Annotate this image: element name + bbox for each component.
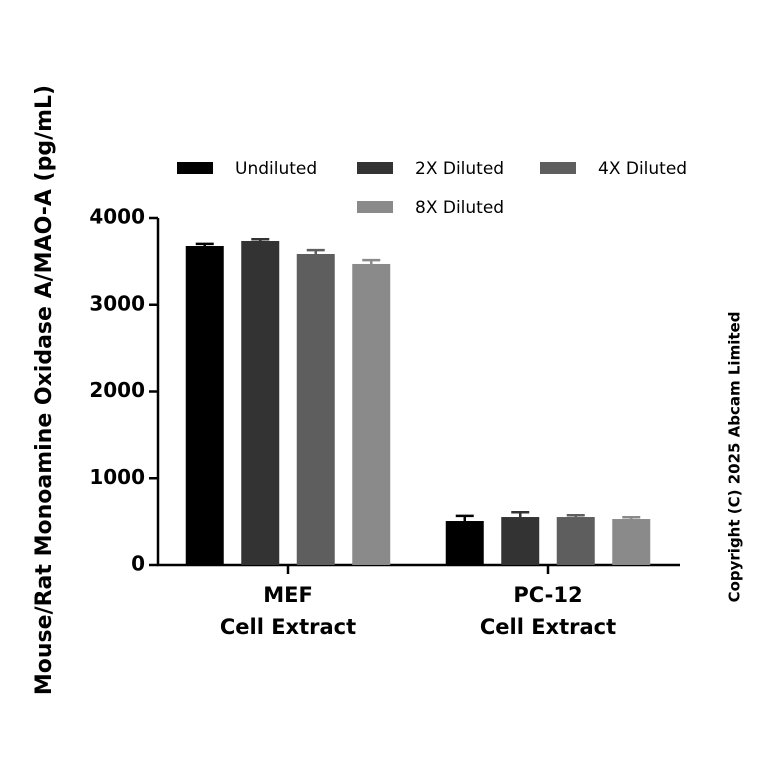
bar [501, 517, 540, 565]
bar [352, 263, 391, 565]
legend-swatch [357, 201, 393, 213]
bar [296, 254, 335, 565]
legend-label: Undiluted [235, 159, 317, 179]
legend-label: 2X Diluted [415, 159, 504, 179]
x-tick-label: Cell Extract [480, 615, 616, 639]
y-tick-label: 2000 [89, 378, 145, 402]
legend-swatch [357, 162, 393, 174]
y-tick-label: 1000 [89, 465, 145, 489]
y-tick-label: 3000 [89, 291, 145, 315]
bar [241, 240, 280, 565]
legend-label: 8X Diluted [415, 198, 504, 218]
legend-label: 4X Diluted [598, 159, 687, 179]
legend-swatch [540, 162, 576, 174]
x-tick-label: MEF [263, 583, 313, 607]
legend-swatch [177, 162, 213, 174]
bar [612, 519, 651, 565]
bar [556, 517, 595, 565]
y-axis-title: Mouse/Rat Monoamine Oxidase A/MAO-A (pg/… [32, 85, 57, 695]
y-tick-label: 0 [131, 552, 145, 576]
y-tick-label: 4000 [89, 205, 145, 229]
x-tick-label: PC-12 [513, 583, 582, 607]
bar [185, 246, 224, 565]
copyright: Copyright (C) 2025 Abcam Limited [726, 312, 744, 603]
bar [445, 521, 484, 565]
x-tick-label: Cell Extract [220, 615, 356, 639]
